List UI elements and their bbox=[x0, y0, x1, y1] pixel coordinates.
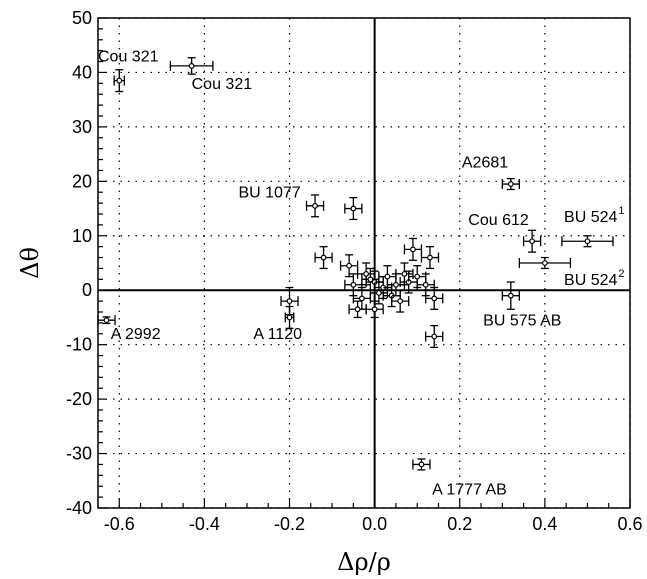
point-marker bbox=[375, 290, 382, 296]
point-marker bbox=[541, 260, 548, 266]
point-marker bbox=[422, 281, 429, 288]
point-marker bbox=[188, 63, 195, 69]
data-point bbox=[425, 324, 444, 349]
x-tick-label: 0.2 bbox=[447, 514, 472, 534]
data-point bbox=[339, 254, 359, 278]
point-annotation: BU 5242 bbox=[564, 268, 625, 289]
data-point bbox=[561, 235, 614, 248]
point-marker bbox=[418, 461, 425, 468]
point-annotation: A 1777 AB bbox=[432, 481, 507, 498]
x-tick-label: -0.6 bbox=[104, 514, 135, 534]
point-marker bbox=[371, 306, 378, 313]
point-annotation: A 2992 bbox=[111, 326, 161, 343]
point-annotation: Cou 612 bbox=[468, 212, 529, 229]
point-annotation: BU 575 AB bbox=[483, 313, 561, 330]
data-point bbox=[420, 246, 440, 270]
y-tick-label: 30 bbox=[72, 117, 92, 137]
y-tick-label: 40 bbox=[72, 62, 92, 82]
data-point bbox=[97, 315, 116, 326]
y-tick-label: -40 bbox=[66, 498, 92, 518]
data-point bbox=[403, 237, 423, 261]
point-marker bbox=[363, 270, 370, 277]
data-point bbox=[395, 262, 414, 286]
point-annotation: A2681 bbox=[462, 155, 508, 172]
x-tick-label: -0.2 bbox=[274, 514, 305, 534]
point-marker bbox=[401, 270, 408, 277]
data-point bbox=[314, 246, 333, 270]
y-tick-label: -20 bbox=[66, 389, 92, 409]
data-point bbox=[522, 229, 542, 253]
data-point bbox=[412, 458, 431, 471]
point-marker bbox=[286, 314, 293, 321]
data-point bbox=[425, 286, 444, 310]
data-point bbox=[113, 69, 126, 93]
point-marker bbox=[529, 238, 536, 245]
data-point bbox=[501, 177, 520, 191]
y-tick-label: 50 bbox=[72, 8, 92, 28]
y-tick-label: 0 bbox=[82, 280, 92, 300]
point-marker bbox=[414, 273, 421, 280]
x-tick-label: 0.4 bbox=[532, 514, 557, 534]
point-marker bbox=[384, 273, 391, 280]
data-point bbox=[305, 194, 325, 218]
x-axis-label: Δρ/ρ bbox=[337, 548, 391, 576]
y-axis-label: Δθ bbox=[16, 247, 44, 279]
point-marker bbox=[286, 298, 293, 305]
y-tick-label: -30 bbox=[66, 444, 92, 464]
point-marker bbox=[312, 202, 318, 209]
data-point bbox=[391, 289, 410, 313]
point-annotation: Cou 321 bbox=[192, 76, 253, 93]
y-tick-label: -10 bbox=[66, 335, 92, 355]
point-annotations: Cou 321 Cou 321 BU 1077 A2681 Cou 612 BU 5241… bbox=[98, 49, 625, 499]
data-point bbox=[518, 256, 572, 270]
point-marker bbox=[103, 317, 110, 324]
data-point bbox=[501, 281, 520, 310]
point-marker bbox=[507, 292, 514, 299]
y-tick-label: 20 bbox=[72, 171, 92, 191]
x-tick-label: -0.4 bbox=[189, 514, 220, 534]
point-annotation: BU 1077 bbox=[238, 185, 300, 202]
x-tick-label: 0.6 bbox=[617, 514, 642, 534]
point-marker bbox=[410, 246, 416, 253]
point-marker bbox=[350, 281, 357, 288]
data-point bbox=[280, 286, 299, 316]
axis-ticks: -0.6 -0.4 -0.2 0.0 0.2 0.4 0.6 -40 -30 -20 -10 0 10 2… bbox=[66, 8, 643, 534]
zero-lines bbox=[98, 18, 630, 508]
point-marker bbox=[320, 254, 327, 261]
data-points bbox=[97, 57, 614, 471]
point-marker bbox=[507, 181, 514, 187]
point-marker bbox=[427, 254, 433, 261]
point-marker bbox=[397, 298, 404, 305]
point-annotation: BU 5241 bbox=[564, 205, 625, 226]
x-tick-label: 0.0 bbox=[362, 514, 387, 534]
point-marker bbox=[346, 262, 353, 269]
data-point bbox=[348, 300, 367, 319]
point-marker bbox=[116, 77, 123, 84]
point-marker bbox=[354, 306, 361, 313]
data-point bbox=[169, 57, 214, 75]
data-point bbox=[344, 197, 363, 221]
point-marker bbox=[393, 281, 399, 288]
point-annotation: A 1120 bbox=[253, 326, 302, 343]
data-point bbox=[365, 300, 384, 319]
point-marker bbox=[350, 205, 357, 212]
point-annotation: Cou 321 bbox=[98, 49, 159, 66]
data-point bbox=[416, 273, 435, 297]
y-tick-label: 10 bbox=[72, 226, 92, 246]
point-marker bbox=[431, 333, 438, 340]
plot-frame bbox=[97, 17, 631, 509]
point-marker bbox=[431, 295, 438, 302]
point-marker bbox=[584, 238, 591, 245]
point-marker bbox=[358, 295, 365, 302]
data-point bbox=[284, 305, 295, 329]
